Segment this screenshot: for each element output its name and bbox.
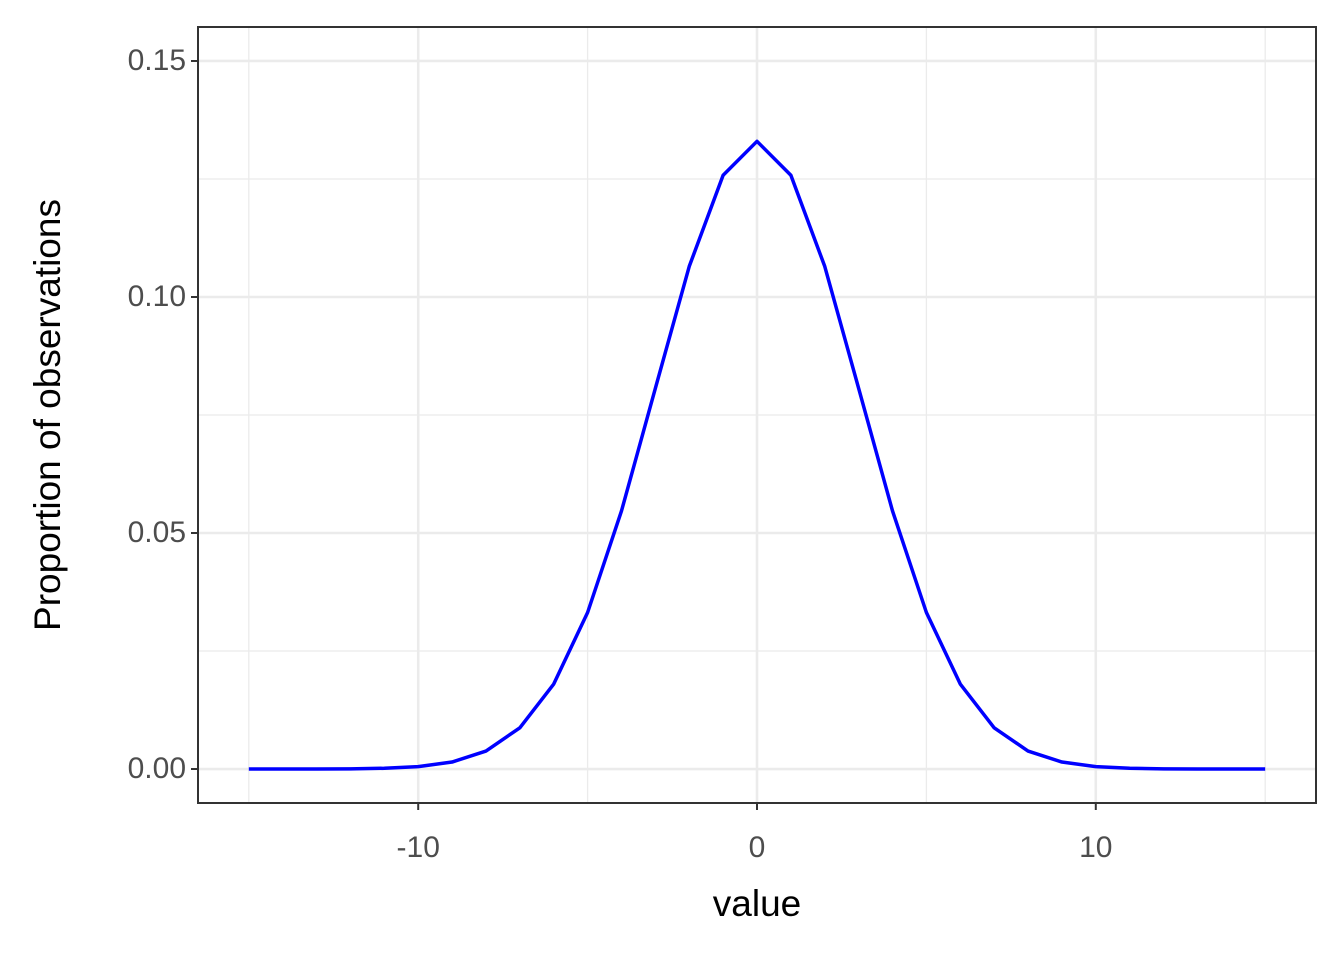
x-tick-label: 0: [749, 831, 766, 864]
y-tick-label: 0.05: [128, 516, 186, 549]
x-tick-label: 10: [1079, 831, 1112, 864]
x-tick-label: -10: [397, 831, 440, 864]
panel-border: [197, 26, 1317, 804]
y-tick-label: 0.10: [128, 280, 186, 313]
y-axis-title: Proportion of observations: [27, 199, 68, 631]
y-tick-label: 0.00: [128, 752, 186, 785]
y-tick-label: 0.15: [128, 44, 186, 77]
x-axis-title: value: [713, 883, 801, 924]
line: [248, 139, 1266, 771]
